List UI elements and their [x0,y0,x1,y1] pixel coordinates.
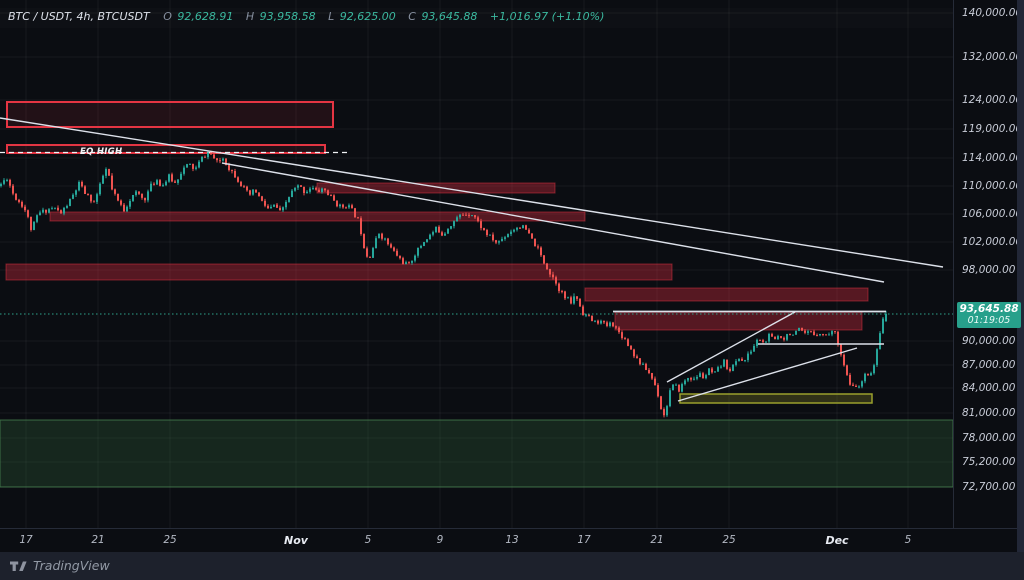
footer-bar: TradingView [0,552,1024,580]
time-tick-label: 21 [91,534,105,546]
high-value: 93,958.58 [259,10,316,23]
price-tick-label: 119,000.00 [962,123,1023,135]
tradingview-logo-text: TradingView [33,558,110,573]
high-label: H [245,10,255,23]
price-tick-label: 98,000.00 [962,264,1016,276]
time-tick-label: Dec [825,534,849,547]
time-tick-label: 17 [577,534,591,546]
price-tick-label: 140,000.00 [962,7,1023,19]
low-label: L [328,10,335,23]
price-tick-label: 102,000.00 [962,236,1023,248]
open-label: O [163,10,172,23]
change-value: +1,016.97 (+1.10%) [489,10,605,23]
last-price-value: 93,645.88 [959,303,1019,315]
price-tick-label: 114,000.00 [962,152,1023,164]
price-tick-label: 87,000.00 [962,359,1016,371]
time-tick-label: 9 [436,534,444,546]
time-tick-label: 25 [163,534,177,546]
price-tick-label: 75,200.00 [962,456,1016,468]
time-tick-label: 5 [364,534,372,546]
price-tick-label: 84,000.00 [962,382,1016,394]
price-tick-label: 106,000.00 [962,208,1023,220]
symbol-title[interactable]: BTC / USDT, 4h, BTCUSDT [8,10,150,23]
candlestick-chart [0,0,953,528]
eq-high-label: EQ HIGH [80,146,123,157]
price-tick-label: 90,000.00 [962,335,1016,347]
time-tick-label: 21 [650,534,664,546]
close-label: C [408,10,416,23]
price-tick-label: 72,700.00 [962,481,1016,493]
time-tick-label: 5 [904,534,912,546]
price-axis[interactable]: 140,000.00 132,000.00 124,000.00 119,000.00… [953,0,1024,528]
time-tick-label: 13 [505,534,519,546]
price-tick-label: 132,000.00 [962,51,1023,63]
tradingview-logo[interactable]: TradingView [10,558,110,573]
close-value: 93,645.88 [421,10,478,23]
bar-countdown: 01:19:05 [967,315,1011,326]
symbol-legend[interactable]: BTC / USDT, 4h, BTCUSDT O 92,628.91 H 93… [8,10,604,23]
last-price-badge: 93,645.88 01:19:05 [957,302,1021,328]
price-tick-label: 110,000.00 [962,180,1023,192]
open-value: 92,628.91 [177,10,234,23]
price-tick-label: 81,000.00 [962,407,1016,419]
time-axis[interactable]: 17 21 25 Nov 5 9 13 17 21 25 Dec 5 [0,528,1024,553]
time-tick-label: 17 [19,534,33,546]
price-tick-label: 124,000.00 [962,94,1023,106]
right-edge-panel [1017,0,1024,580]
low-value: 92,625.00 [339,10,396,23]
tradingview-logo-icon [10,561,27,571]
price-tick-label: 78,000.00 [962,432,1016,444]
time-tick-label: Nov [284,534,308,547]
chart-plot-area[interactable]: BTC / USDT, 4h, BTCUSDT O 92,628.91 H 93… [0,0,953,528]
time-tick-label: 25 [722,534,736,546]
